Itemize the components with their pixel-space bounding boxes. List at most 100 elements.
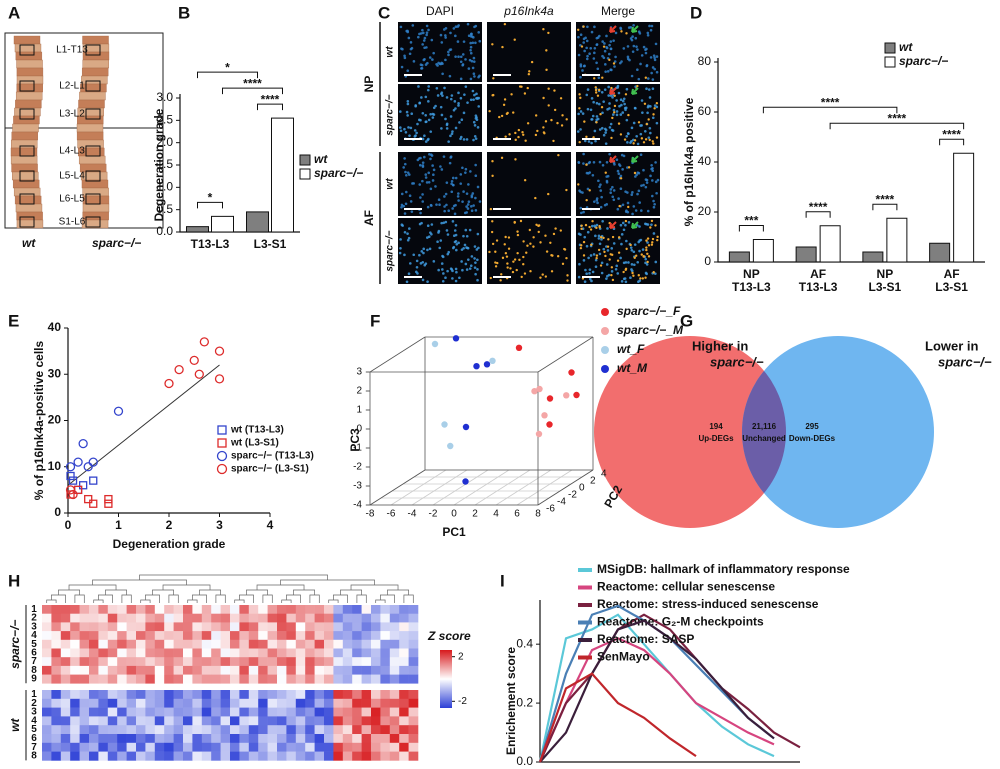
dendrogram (145, 594, 160, 603)
heatmap-cell (333, 698, 344, 708)
point (535, 430, 543, 438)
heatmap-cell (211, 698, 221, 708)
dendrogram (98, 594, 113, 603)
nucleus (471, 66, 475, 70)
p16-signal (580, 244, 583, 247)
heatmap-cell (220, 639, 231, 649)
nucleus (616, 86, 620, 89)
level-label: L6-L5 (59, 194, 85, 205)
heatmap-cell (305, 657, 315, 667)
heatmap-cell (42, 622, 52, 632)
nucleus (462, 190, 465, 193)
nucleus (418, 101, 421, 105)
heatmap-cell (154, 734, 165, 744)
heatmap-cell (371, 674, 381, 684)
heatmap-cell (333, 742, 344, 752)
nucleus (437, 231, 440, 234)
nucleus (582, 41, 586, 44)
nucleus (615, 99, 618, 102)
nucleus (608, 152, 611, 156)
nucleus (608, 126, 612, 129)
p16-signal (613, 111, 616, 114)
nucleus (646, 33, 650, 37)
p16-signal (580, 224, 583, 227)
nucleus (419, 211, 422, 215)
heatmap-cell (70, 742, 80, 752)
level-label: L2-L1 (59, 81, 85, 92)
heatmap-cell (258, 707, 268, 717)
p16-signal (520, 275, 523, 279)
x-tick-label: 4 (493, 509, 499, 520)
significance-bracket (762, 106, 898, 114)
p16-signal (518, 258, 521, 262)
nucleus (405, 110, 409, 114)
nucleus (621, 203, 625, 207)
nucleus (471, 89, 475, 93)
legend-marker (216, 463, 228, 475)
heatmap-cell (126, 690, 137, 700)
heatmap-cell (117, 707, 127, 717)
heatmap-cell (192, 698, 203, 708)
spine-segment (80, 171, 108, 181)
nucleus (418, 32, 421, 36)
nucleus (594, 258, 598, 262)
heatmap-cell (286, 665, 297, 675)
heatmap-cell (230, 751, 240, 761)
heatmap-cell (371, 734, 381, 744)
nucleus (609, 188, 613, 191)
heatmap-cell (267, 674, 278, 684)
nucleus (457, 101, 460, 105)
heatmap-cell (230, 698, 240, 708)
p16-signal (508, 133, 511, 136)
nucleus (408, 52, 412, 56)
nucleus (647, 104, 650, 108)
bar (929, 242, 951, 263)
z-tick-label: 1 (356, 405, 362, 416)
heatmap-cell (220, 698, 231, 708)
p16-signal (594, 88, 598, 92)
significance-label: **** (243, 76, 262, 90)
heatmap-cell (380, 751, 391, 761)
nucleus (445, 181, 449, 184)
p16-signal (541, 273, 544, 276)
nucleus (656, 178, 660, 182)
heatmap-cell (399, 707, 409, 717)
heatmap-cell (361, 698, 372, 708)
heatmap-cell (267, 707, 278, 717)
nucleus (646, 77, 650, 80)
heatmap-cell (220, 690, 231, 700)
nucleus (639, 153, 643, 157)
dendrogram (162, 584, 211, 590)
spine-segment (78, 99, 105, 109)
heatmap-cell (70, 690, 80, 700)
nucleus (591, 114, 595, 118)
heatmap-cell (277, 622, 287, 632)
heatmap-cell (126, 698, 137, 708)
nucleus (585, 272, 588, 276)
nucleus (602, 100, 605, 103)
point (536, 385, 543, 393)
nucleus (654, 260, 658, 264)
row-label: 4 (31, 715, 37, 726)
heatmap-cell (267, 716, 278, 726)
nucleus (477, 31, 481, 34)
nucleus (440, 262, 444, 265)
heatmap-cell (277, 639, 287, 649)
heatmap-cell (60, 707, 71, 717)
nucleus (595, 115, 599, 118)
heatmap-cell (183, 751, 193, 761)
p16-signal (652, 113, 655, 116)
heatmap-cell (192, 725, 203, 735)
nucleus (623, 106, 627, 110)
heatmap-cell (183, 690, 193, 700)
p16-signal (542, 126, 545, 129)
nucleus (422, 247, 426, 251)
z-tick-label: -4 (353, 500, 362, 511)
heatmap-cell (201, 605, 212, 614)
heatmap-cell (126, 751, 137, 761)
point (68, 476, 78, 485)
heatmap-cell (211, 648, 221, 658)
nucleus (611, 129, 615, 132)
heatmap-cell (380, 707, 391, 717)
nucleus (595, 43, 599, 46)
